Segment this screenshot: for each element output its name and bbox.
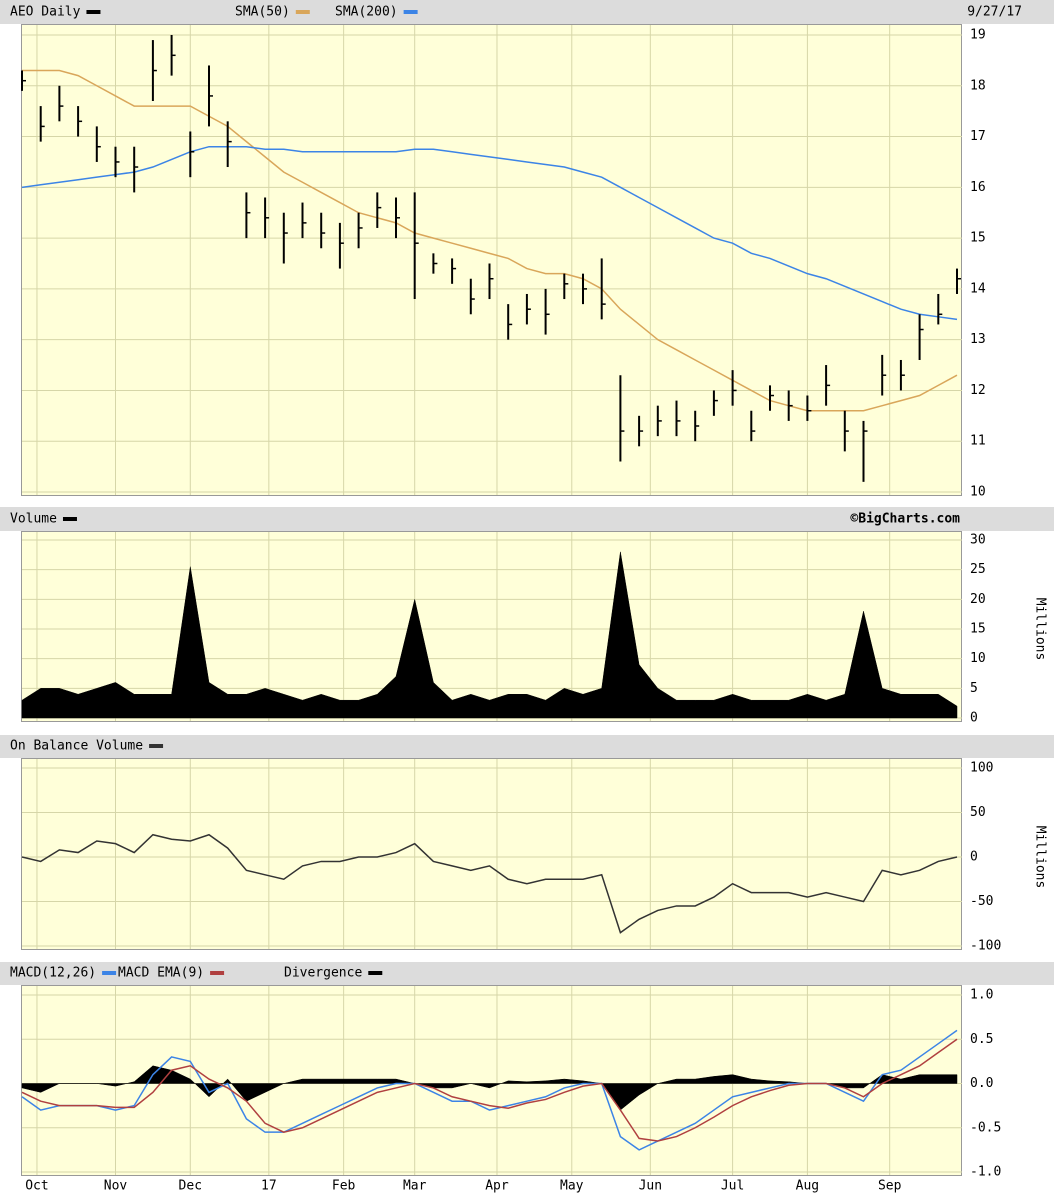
x-tick-label: Nov: [104, 1179, 128, 1194]
y-tick-label: -0.5: [970, 1120, 1001, 1135]
header-bar: [0, 507, 1054, 531]
x-tick-label: Jul: [721, 1179, 744, 1194]
y-tick-label: 17: [970, 129, 986, 144]
legend-label: Divergence: [284, 966, 362, 981]
x-tick-label: Jun: [639, 1179, 662, 1194]
y-tick-label: 16: [970, 180, 986, 195]
x-tick-label: Mar: [403, 1179, 427, 1194]
sma-line: [21, 145, 958, 321]
volume-area: [21, 551, 958, 719]
y-tick-label: 15: [970, 622, 986, 637]
x-tick-label: 17: [261, 1179, 277, 1194]
y-tick-label: 100: [970, 761, 993, 776]
x-tick-label: Feb: [332, 1179, 356, 1194]
x-tick-label: May: [560, 1179, 584, 1194]
y-tick-label: 14: [970, 281, 986, 296]
y-tick-label: 0: [970, 850, 978, 865]
y-tick-label: 5: [970, 681, 978, 696]
header-bar: [0, 735, 1054, 758]
y-tick-label: 20: [970, 592, 986, 607]
y-tick-label: -1.0: [970, 1165, 1001, 1180]
macd-line: [21, 1038, 958, 1142]
legend-label: MACD EMA(9): [118, 966, 204, 981]
legend-label: SMA(50): [235, 5, 290, 20]
legend-label: MACD(12,26): [10, 966, 96, 981]
y-tick-label: 1.0: [970, 988, 993, 1003]
y-tick-label: 0: [970, 711, 978, 726]
y-tick-label: 10: [970, 651, 986, 666]
y-tick-label: 0.5: [970, 1032, 993, 1047]
y-tick-label: 18: [970, 78, 986, 93]
x-tick-label: Oct: [25, 1179, 48, 1194]
y-tick-label: 10: [970, 485, 986, 500]
y-tick-label: 12: [970, 383, 986, 398]
y-tick-label: 11: [970, 434, 986, 449]
date-label: 9/27/17: [967, 5, 1022, 20]
obv-line: [21, 833, 958, 934]
y-tick-label: 15: [970, 231, 986, 246]
y-tick-label: 13: [970, 332, 986, 347]
sma-line: [22, 69, 958, 412]
legend-label: AEO Daily: [10, 5, 81, 20]
y-tick-label: 0.0: [970, 1076, 993, 1091]
header-bar: [0, 962, 1054, 985]
y-axis-label: Millions: [1033, 598, 1048, 661]
header-bar: [0, 0, 1054, 24]
legend-label: On Balance Volume: [10, 739, 143, 754]
x-tick-label: Apr: [485, 1179, 509, 1194]
legend-label: Volume: [10, 512, 57, 527]
y-tick-label: -50: [970, 894, 993, 909]
y-axis-label: Millions: [1033, 826, 1048, 889]
plot-area: [21, 758, 962, 950]
x-tick-label: Aug: [796, 1179, 819, 1194]
x-tick-label: Dec: [179, 1179, 202, 1194]
plot-area: [21, 531, 962, 722]
y-tick-label: 30: [970, 533, 986, 548]
y-tick-label: -100: [970, 939, 1001, 954]
legend-label: SMA(200): [335, 5, 398, 20]
x-tick-label: Sep: [878, 1179, 902, 1194]
plot-area: [21, 24, 962, 496]
credit: ©BigCharts.com: [850, 512, 960, 527]
y-tick-label: 19: [970, 28, 986, 43]
y-tick-label: 25: [970, 562, 986, 577]
y-tick-label: 50: [970, 805, 986, 820]
